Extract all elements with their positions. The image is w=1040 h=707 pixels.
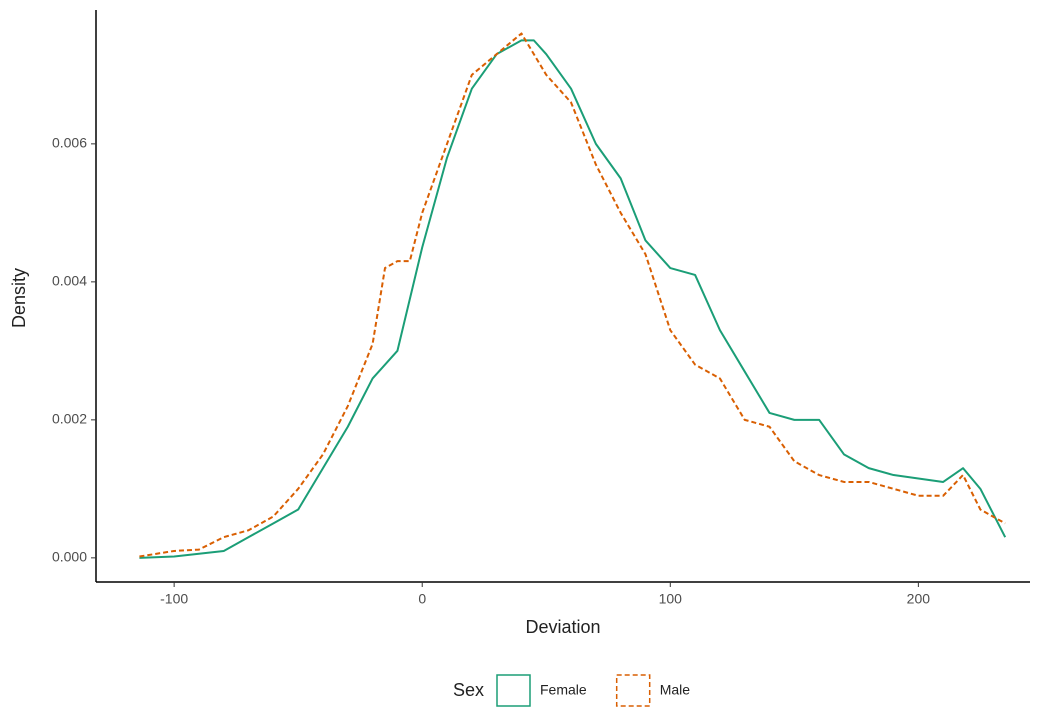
legend-label: Male bbox=[660, 682, 691, 698]
legend-key bbox=[615, 674, 651, 707]
y-tick-label: 0.006 bbox=[52, 135, 87, 151]
x-tick-label: 200 bbox=[907, 591, 931, 607]
legend-key bbox=[496, 674, 531, 707]
y-tick-label: 0.000 bbox=[52, 549, 87, 565]
density-line bbox=[139, 32, 1006, 558]
y-axis-title: Density bbox=[9, 268, 29, 328]
legend-title: Sex bbox=[453, 680, 484, 700]
y-tick-label: 0.002 bbox=[52, 411, 87, 427]
x-tick-label: -100 bbox=[160, 591, 188, 607]
density-line bbox=[139, 39, 1007, 559]
y-tick-label: 0.004 bbox=[52, 273, 87, 289]
x-axis-title: Deviation bbox=[525, 617, 600, 637]
legend-label: Female bbox=[540, 682, 587, 698]
x-tick-label: 100 bbox=[659, 591, 683, 607]
x-tick-label: 0 bbox=[418, 591, 426, 607]
